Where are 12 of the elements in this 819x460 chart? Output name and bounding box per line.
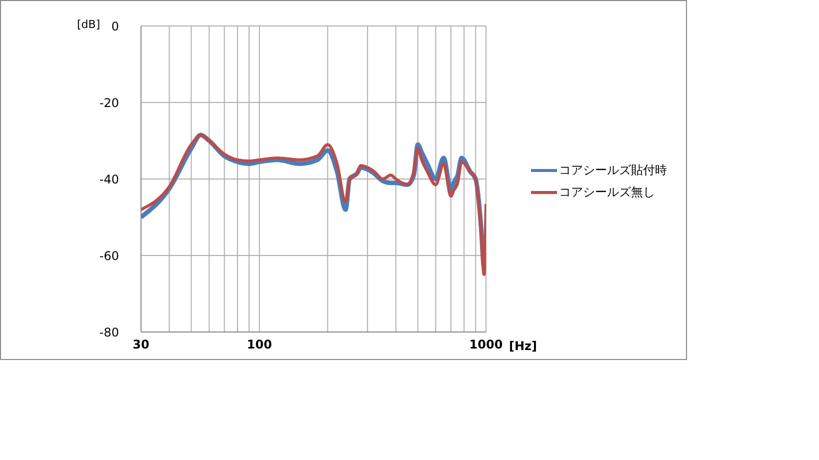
legend-label: コアシールズ貼付時: [559, 162, 667, 178]
x-axis-title: [Hz]: [509, 339, 537, 353]
y-tick-label: 0: [111, 19, 119, 34]
y-tick-label: -40: [99, 172, 119, 186]
y-tick-label: -60: [99, 248, 119, 263]
y-tick-label: -80: [99, 325, 119, 340]
x-tick-label: 100: [246, 338, 272, 352]
y-tick-label: -20: [99, 96, 119, 110]
x-tick-label: 1000: [469, 338, 503, 352]
y-axis-title: [dB]: [77, 18, 100, 31]
legend-label: コアシールズ無し: [559, 184, 655, 200]
x-tick-label: 30: [132, 338, 150, 352]
